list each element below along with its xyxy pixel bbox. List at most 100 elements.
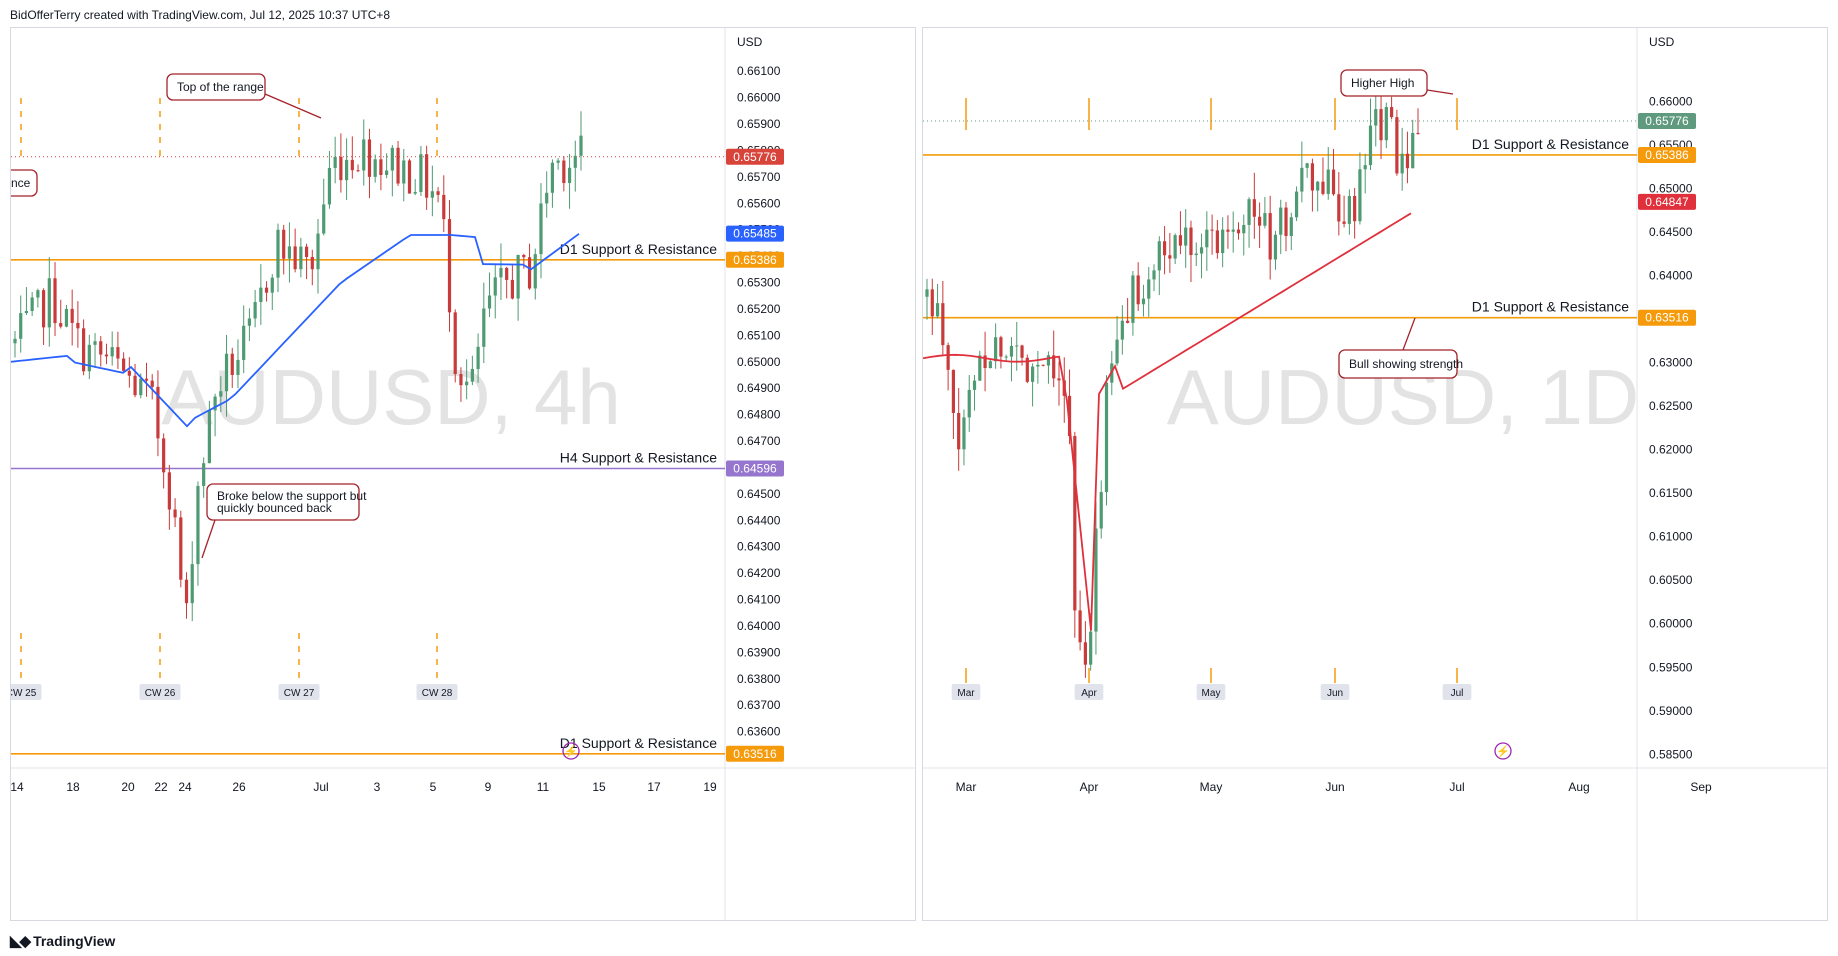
candle-body xyxy=(70,308,74,323)
candle-body xyxy=(82,328,86,372)
candle-body xyxy=(562,160,566,184)
y-tick-label: 0.65200 xyxy=(737,302,781,316)
y-tick-label: 0.59000 xyxy=(1649,704,1693,718)
candle-body xyxy=(167,472,171,510)
y-tick-label: 0.64700 xyxy=(737,434,781,448)
candle-body xyxy=(385,170,389,176)
level-label: D1 Support & Resistance xyxy=(1472,299,1629,315)
y-tick-label: 0.60500 xyxy=(1649,573,1693,587)
candle-body xyxy=(482,308,486,347)
y-tick-label: 0.64000 xyxy=(737,619,781,633)
y-tick-label: 0.66000 xyxy=(737,91,781,105)
x-tick-label: 15 xyxy=(592,780,606,794)
price-label-box xyxy=(726,460,784,477)
chart-1d-svg[interactable]: AUDUSD, 1DUSD0.660000.655000.650000.6450… xyxy=(923,28,1828,921)
candle-body xyxy=(1300,167,1304,192)
tradingview-footer[interactable]: ◣◆ TradingView xyxy=(10,932,115,950)
candle-body xyxy=(190,564,194,604)
candle-body xyxy=(516,254,520,299)
candle-body xyxy=(1221,229,1225,254)
candle-body xyxy=(425,154,429,198)
period-label: CW 27 xyxy=(284,688,315,699)
candle-body xyxy=(327,167,332,205)
candle-body xyxy=(988,361,992,369)
candle-body xyxy=(447,219,452,313)
candle-body xyxy=(1152,270,1156,280)
candle-body xyxy=(1015,345,1019,347)
candles-group xyxy=(925,83,1420,678)
candle-body xyxy=(1252,199,1256,217)
candle-body xyxy=(533,254,537,289)
price-label-box xyxy=(726,251,784,268)
y-tick-label: 0.64800 xyxy=(737,408,781,422)
candle-body xyxy=(379,159,383,176)
flash-icon-glyph: ⚡ xyxy=(564,745,578,758)
candle-body xyxy=(236,359,240,375)
candle-body xyxy=(1104,382,1109,493)
candle-body xyxy=(1078,610,1082,643)
price-label: 0.65485 xyxy=(733,227,777,241)
price-label-box xyxy=(726,148,784,165)
candle-body xyxy=(1384,107,1388,141)
candle-body xyxy=(36,290,40,298)
y-tick-label: 0.63700 xyxy=(737,698,781,712)
candle-body xyxy=(1189,227,1193,256)
chart-panel-1d[interactable]: AUDUSD, 1D USD 0.66000 0.65500 0.65000 0.6450… xyxy=(922,27,1828,921)
candle-body xyxy=(1395,117,1399,174)
price-label: 0.65776 xyxy=(733,150,777,164)
symbol-watermark: AUDUSD, 4h xyxy=(161,353,620,441)
x-tick-label: Sep xyxy=(1690,780,1712,794)
moving-average-line xyxy=(923,212,1412,631)
candle-body xyxy=(1416,133,1420,135)
candle-body xyxy=(264,287,269,293)
candle-body xyxy=(1268,213,1272,260)
y-tick-label: 0.65000 xyxy=(737,355,781,369)
candle-body xyxy=(1231,229,1235,232)
chart-4h-svg[interactable]: AUDUSD, 4hUSD0.661000.660000.659000.6580… xyxy=(11,28,916,921)
candle-body xyxy=(419,154,423,192)
candle-body xyxy=(1379,109,1383,141)
period-label: Mar xyxy=(957,688,975,699)
candle-body xyxy=(150,380,154,387)
x-tick-label: Jul xyxy=(313,780,328,794)
candle-body xyxy=(76,322,80,329)
period-label: Jun xyxy=(1327,688,1343,699)
candle-body xyxy=(487,295,492,309)
candle-body xyxy=(1374,109,1378,126)
price-label-box xyxy=(1638,146,1696,163)
candle-body xyxy=(1041,364,1045,366)
chart-panel-4h[interactable]: AUDUSD, 4hUSD0.661000.660000.659000.6580… xyxy=(10,27,916,921)
y-tick-label: 0.63600 xyxy=(737,725,781,739)
candle-body xyxy=(522,254,526,258)
x-tick-label: Apr xyxy=(1080,780,1099,794)
candle-body xyxy=(362,139,366,171)
period-label: Apr xyxy=(1081,688,1097,699)
candle-body xyxy=(287,246,292,259)
candle-body xyxy=(219,391,223,397)
candle-body xyxy=(64,308,69,327)
candle-body xyxy=(1025,357,1029,382)
candle-body xyxy=(1247,199,1251,225)
candle-body xyxy=(139,378,143,396)
candle-body xyxy=(436,191,440,195)
candle-body xyxy=(493,277,497,296)
price-label-box xyxy=(1638,113,1696,130)
candle-body xyxy=(53,278,57,324)
y-tick-label: 0.64000 xyxy=(1649,269,1693,283)
candle-body xyxy=(19,313,23,339)
period-label: Jul xyxy=(1451,688,1464,699)
candle-body xyxy=(1120,320,1124,340)
price-label-box xyxy=(1638,309,1696,326)
period-label-box xyxy=(1442,684,1472,700)
y-tick-label: 0.66000 xyxy=(1649,95,1693,109)
candle-body xyxy=(1342,221,1346,224)
period-label-box xyxy=(278,684,320,700)
moving-average-line xyxy=(11,233,580,428)
annotation-box xyxy=(1338,349,1458,379)
annotation-text: Higher High xyxy=(1351,76,1414,90)
y-tick-label: 0.58500 xyxy=(1649,747,1693,761)
level-label: H4 Support & Resistance xyxy=(560,449,717,465)
candle-body xyxy=(1353,196,1357,222)
x-tick-label: 19 xyxy=(703,780,717,794)
candle-body xyxy=(184,579,189,604)
